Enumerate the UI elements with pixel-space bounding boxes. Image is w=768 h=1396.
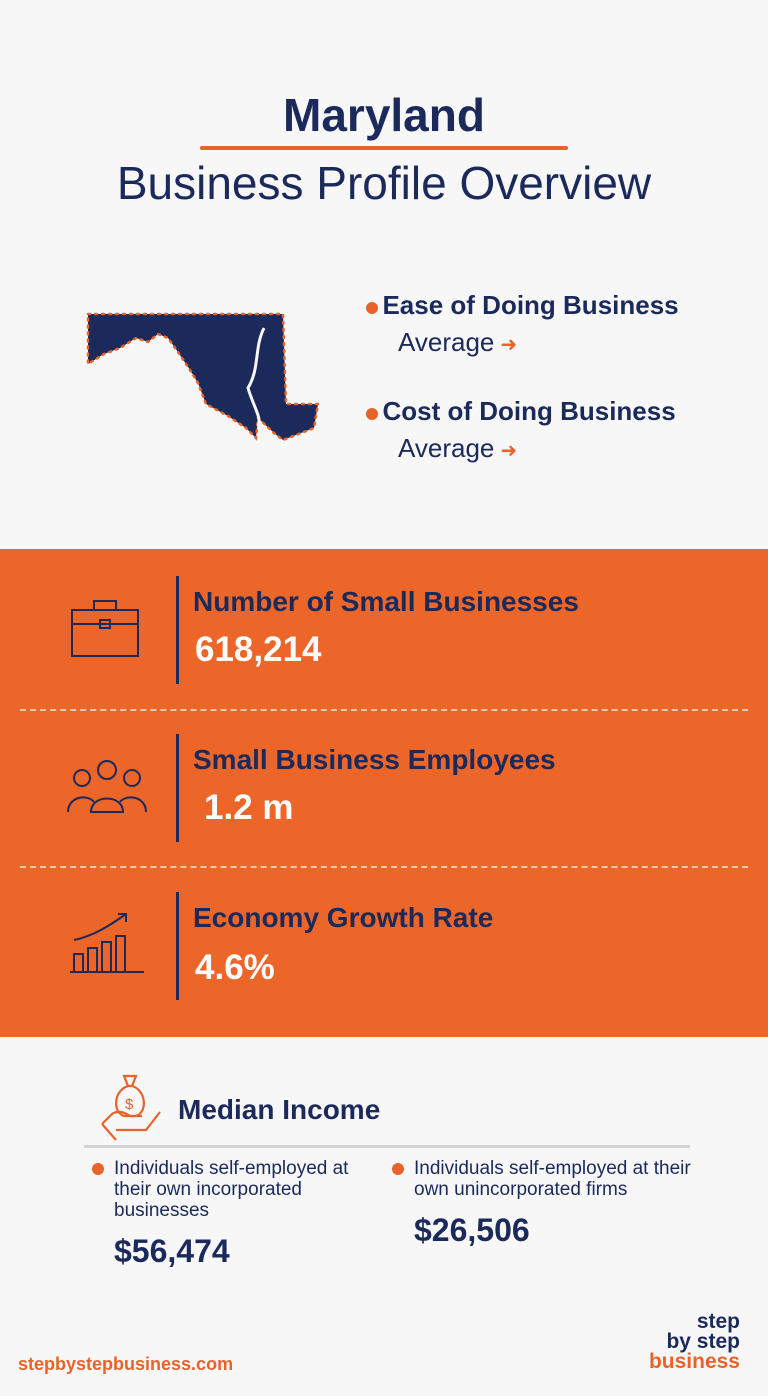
- brand-logo: step by step business: [628, 1310, 740, 1373]
- svg-text:$: $: [125, 1096, 134, 1113]
- divider: [84, 1145, 690, 1148]
- divider: [176, 576, 179, 684]
- overview-item-cost: Cost of Doing Business Average ➜: [366, 396, 676, 464]
- growth-chart-icon: [70, 913, 144, 973]
- income-label: Individuals self-employed at their own i…: [114, 1158, 349, 1221]
- dashed-separator: [20, 709, 748, 711]
- median-income-item: Individuals self-employed at their own u…: [392, 1158, 702, 1249]
- stat-label: Number of Small Businesses: [193, 586, 579, 617]
- logo-line: by step: [666, 1330, 740, 1353]
- income-value: $56,474: [114, 1233, 230, 1269]
- overview-value: Average: [398, 327, 495, 357]
- overview-item-ease: Ease of Doing Business Average ➜: [366, 290, 679, 358]
- overview-value: Average: [398, 433, 495, 463]
- divider: [176, 892, 179, 1000]
- stat-value: 1.2 m: [204, 788, 294, 827]
- median-income-item: Individuals self-employed at their own i…: [92, 1158, 382, 1270]
- bullet-icon: [366, 408, 378, 420]
- bullet-icon: [392, 1163, 404, 1175]
- money-bag-hand-icon: $: [101, 1074, 161, 1141]
- maryland-map-icon: [86, 312, 320, 442]
- divider: [176, 734, 179, 842]
- stat-value: 618,214: [195, 630, 322, 669]
- arrow-right-icon: ➜: [500, 440, 518, 462]
- logo-line: business: [648, 1350, 740, 1373]
- dashed-separator: [20, 866, 748, 868]
- stat-label: Small Business Employees: [193, 744, 556, 775]
- briefcase-icon: [71, 600, 139, 657]
- page-subtitle: Business Profile Overview: [116, 157, 652, 209]
- income-label: Individuals self-employed at their own u…: [414, 1158, 691, 1200]
- stat-value: 4.6%: [195, 948, 275, 987]
- median-income-title: Median Income: [178, 1094, 381, 1125]
- stats-band: [0, 549, 768, 1037]
- title-underline: [200, 146, 568, 150]
- income-value: $26,506: [414, 1212, 530, 1248]
- page-title: Maryland: [283, 89, 485, 141]
- stat-label: Economy Growth Rate: [193, 902, 494, 933]
- overview-label: Ease of Doing Business: [382, 290, 679, 320]
- logo-line: step: [696, 1310, 740, 1333]
- bullet-icon: [92, 1163, 104, 1175]
- bullet-icon: [366, 302, 378, 314]
- people-icon: [67, 760, 147, 813]
- overview-label: Cost of Doing Business: [382, 396, 676, 426]
- arrow-right-icon: ➜: [500, 334, 518, 356]
- footer-url-link[interactable]: stepbystepbusiness.com: [18, 1354, 234, 1374]
